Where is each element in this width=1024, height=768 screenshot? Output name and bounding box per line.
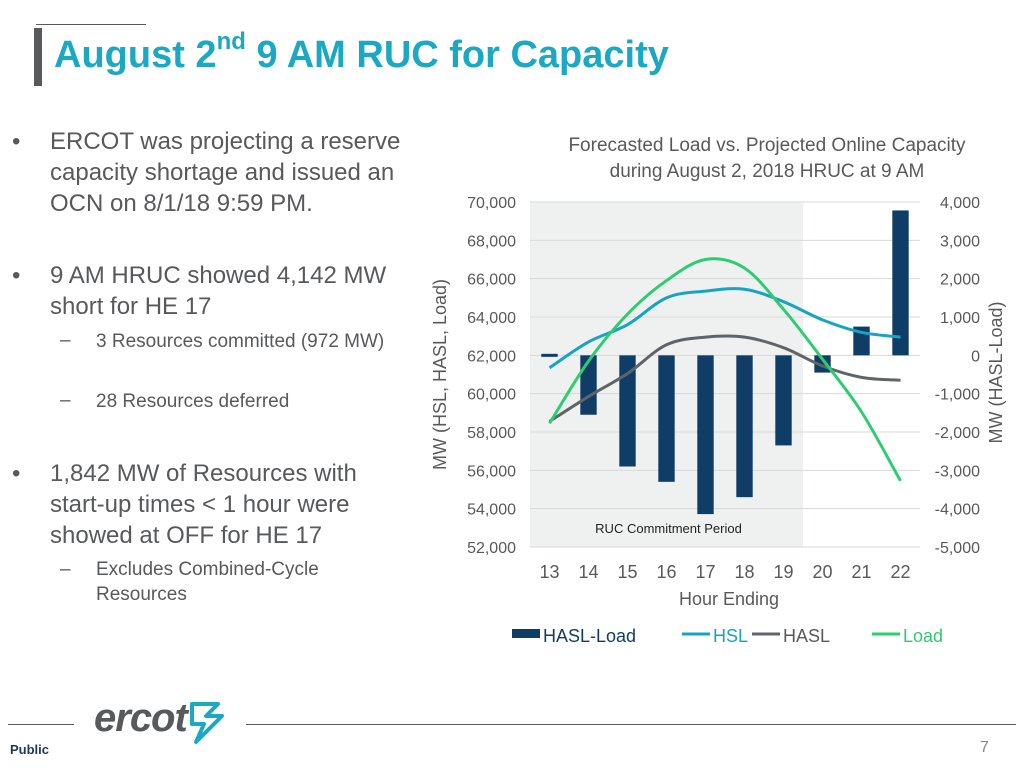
y-right-tick-label: -3,000 (935, 463, 980, 480)
y-right-tick-label: 1,000 (940, 310, 980, 327)
footer-rule-right (246, 724, 1016, 725)
legend-swatch-bar (512, 629, 540, 638)
sub-bullet-marker: – (60, 390, 71, 411)
x-tick-label: 15 (617, 562, 637, 582)
load-capacity-chart: 70,000 4,000 68,000 3,000 66,000 2,000 64,000 1… (430, 135, 1006, 646)
slide-title: August 2nd 9 AM RUC for Capacity (54, 28, 669, 77)
y-right-tick-label: 2,000 (940, 272, 980, 289)
bullet-1: ERCOT was projecting a reserve capacity … (50, 128, 401, 217)
ercot-lightning-icon (190, 702, 224, 744)
bullet-marker: • (12, 262, 21, 289)
y-right-axis-label: MW (HASL-Load) (986, 301, 1006, 443)
chart-title-line2: during August 2, 2018 HRUC at 9 AM (610, 161, 925, 182)
bullet-marker: • (12, 128, 21, 155)
y-right-tick-label: 4,000 (940, 195, 980, 212)
bar-hasl-load (619, 355, 636, 467)
title-rest: 9 AM RUC for Capacity (245, 34, 669, 76)
x-axis-label: Hour Ending (679, 589, 779, 609)
bar-hasl-load (541, 353, 558, 357)
y-right-tick-label: 3,000 (940, 233, 980, 250)
bar-hasl-load (892, 210, 909, 356)
ruc-annotation: RUC Commitment Period (595, 521, 742, 536)
legend-label: HSL (713, 626, 748, 646)
legend-label: HASL (783, 626, 830, 646)
y-left-axis-label: MW (HSL, HASL, Load) (430, 279, 450, 470)
y-left-tick-label: 58,000 (467, 425, 516, 442)
sub-bullet-1: 3 Resources committed (972 MW) (96, 331, 385, 352)
x-tick-label: 16 (656, 562, 676, 582)
y-left-tick-label: 62,000 (467, 348, 516, 365)
x-tick-label: 22 (890, 562, 910, 582)
footer-rule-left (8, 724, 74, 725)
x-tick-label: 17 (695, 562, 715, 582)
chart-title-line1: Forecasted Load vs. Projected Online Cap… (568, 135, 966, 156)
bar-hasl-load (658, 355, 675, 482)
line-hsl (548, 287, 901, 370)
x-tick-label: 21 (851, 562, 871, 582)
y-left-tick-label: 70,000 (467, 195, 516, 212)
x-tick-label: 20 (812, 562, 832, 582)
bullet-marker: • (12, 460, 21, 487)
sub-bullet-3: Excludes Combined-Cycle Resources (96, 559, 319, 605)
x-tick-label: 18 (734, 562, 754, 582)
bar-hasl-load (775, 355, 792, 446)
y-right-tick-label: 0 (971, 348, 980, 365)
bar-hasl-load (580, 355, 597, 415)
line-hasl (548, 334, 901, 423)
bullet-2: 9 AM HRUC showed 4,142 MW short for HE 1… (50, 262, 387, 320)
footer-classification: Public (10, 742, 50, 757)
y-left-tick-label: 54,000 (467, 502, 516, 519)
sub-bullet-marker: – (60, 559, 71, 580)
y-left-tick-label: 66,000 (467, 272, 516, 289)
title-main: August 2 (54, 34, 217, 76)
y-right-tick-label: -2,000 (935, 425, 980, 442)
title-rule (36, 24, 146, 25)
y-right-tick-label: -1,000 (935, 387, 980, 404)
line-load (548, 257, 902, 482)
y-left-tick-label: 60,000 (467, 387, 516, 404)
sub-bullet-marker: – (60, 330, 71, 351)
x-tick-label: 14 (578, 562, 598, 582)
bar-hasl-load (697, 355, 714, 515)
y-left-tick-label: 56,000 (467, 463, 516, 480)
y-right-tick-label: -5,000 (935, 540, 980, 557)
y-left-tick-label: 52,000 (467, 540, 516, 557)
y-right-tick-label: -4,000 (935, 502, 980, 519)
sub-bullet-2: 28 Resources deferred (96, 391, 290, 412)
ercot-logo: ercot (94, 696, 188, 740)
title-accent-bar (34, 28, 42, 86)
legend-label: HASL-Load (543, 626, 636, 646)
bar-hasl-load (736, 355, 753, 498)
x-tick-label: 13 (539, 562, 559, 582)
page-number: 7 (980, 739, 989, 756)
y-left-tick-label: 68,000 (467, 233, 516, 250)
x-tick-label: 19 (773, 562, 793, 582)
y-left-tick-label: 64,000 (467, 310, 516, 327)
legend-label: Load (903, 626, 943, 646)
title-superscript: nd (216, 28, 246, 55)
bullet-3: 1,842 MW of Resources with start-up time… (50, 460, 357, 549)
